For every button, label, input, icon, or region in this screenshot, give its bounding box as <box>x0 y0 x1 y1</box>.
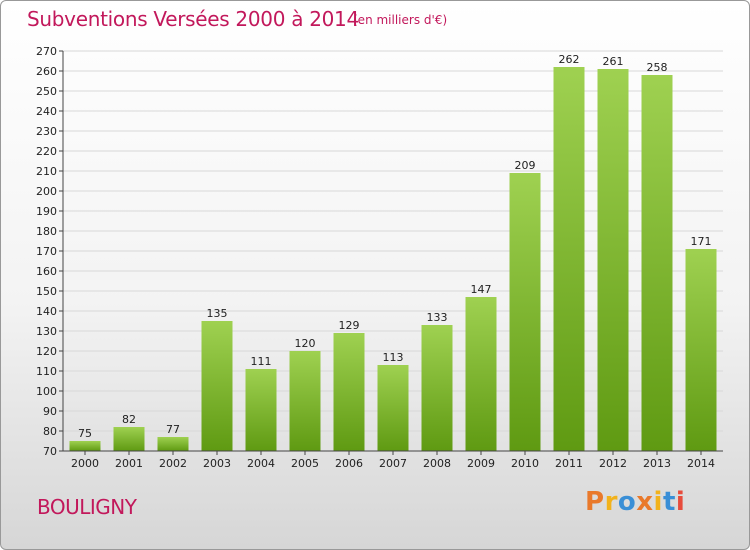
data-label: 75 <box>78 427 92 440</box>
x-tick-label: 2000 <box>71 457 99 470</box>
y-tick-label: 230 <box>36 125 57 138</box>
data-label: 120 <box>295 337 316 350</box>
data-label: 171 <box>691 235 712 248</box>
bar <box>69 441 101 451</box>
data-label: 261 <box>603 55 624 68</box>
logo-letter: t <box>662 487 676 517</box>
data-label: 111 <box>251 355 272 368</box>
y-tick-label: 80 <box>43 425 57 438</box>
data-label: 209 <box>515 159 536 172</box>
x-tick-label: 2010 <box>511 457 539 470</box>
x-tick-label: 2005 <box>291 457 319 470</box>
chart-title: Subventions Versées 2000 à 2014 <box>27 7 359 31</box>
y-tick-label: 120 <box>36 345 57 358</box>
x-tick-label: 2008 <box>423 457 451 470</box>
x-tick-label: 2003 <box>203 457 231 470</box>
x-tick-label: 2014 <box>687 457 715 470</box>
y-tick-label: 220 <box>36 145 57 158</box>
logo-letter: i <box>675 487 686 517</box>
chart-subtitle: (en milliers d'€) <box>353 13 448 27</box>
bar <box>157 437 189 451</box>
logo-letter: i <box>653 487 663 517</box>
y-tick-label: 140 <box>36 305 57 318</box>
bar <box>245 369 277 451</box>
y-tick-label: 270 <box>36 45 57 58</box>
y-tick-label: 130 <box>36 325 57 338</box>
data-label: 258 <box>647 61 668 74</box>
y-tick-label: 210 <box>36 165 57 178</box>
bar <box>597 69 629 451</box>
y-tick-label: 90 <box>43 405 57 418</box>
y-tick-label: 70 <box>43 445 57 458</box>
bar <box>553 67 585 451</box>
y-tick-label: 160 <box>36 265 57 278</box>
bar <box>509 173 541 451</box>
bar <box>421 325 453 451</box>
y-tick-label: 190 <box>36 205 57 218</box>
y-tick-label: 150 <box>36 285 57 298</box>
data-label: 129 <box>339 319 360 332</box>
bar <box>465 297 497 451</box>
proxiti-logo: Proxiti <box>585 487 685 517</box>
x-tick-label: 2004 <box>247 457 275 470</box>
x-tick-label: 2007 <box>379 457 407 470</box>
x-tick-label: 2013 <box>643 457 671 470</box>
bar <box>377 365 409 451</box>
bar <box>685 249 717 451</box>
bar <box>641 75 673 451</box>
x-tick-label: 2009 <box>467 457 495 470</box>
y-tick-label: 170 <box>36 245 57 258</box>
x-tick-label: 2011 <box>555 457 583 470</box>
data-label: 135 <box>207 307 228 320</box>
x-tick-label: 2001 <box>115 457 143 470</box>
logo-letter: x <box>636 487 654 517</box>
y-tick-label: 180 <box>36 225 57 238</box>
bar <box>289 351 321 451</box>
y-tick-label: 200 <box>36 185 57 198</box>
logo-letter: r <box>604 487 618 517</box>
y-tick-label: 240 <box>36 105 57 118</box>
data-label: 133 <box>427 311 448 324</box>
bar <box>201 321 233 451</box>
logo-letter: o <box>617 487 637 517</box>
place-name: BOULIGNY <box>37 495 137 519</box>
bar <box>333 333 365 451</box>
x-tick-label: 2002 <box>159 457 187 470</box>
data-label: 262 <box>559 53 580 66</box>
y-tick-label: 260 <box>36 65 57 78</box>
x-tick-label: 2006 <box>335 457 363 470</box>
data-label: 77 <box>166 423 180 436</box>
bar <box>113 427 145 451</box>
data-label: 113 <box>383 351 404 364</box>
y-tick-label: 100 <box>36 385 57 398</box>
data-label: 147 <box>471 283 492 296</box>
logo-letter: P <box>585 487 605 517</box>
x-tick-label: 2012 <box>599 457 627 470</box>
y-tick-label: 110 <box>36 365 57 378</box>
data-label: 82 <box>122 413 136 426</box>
y-tick-label: 250 <box>36 85 57 98</box>
